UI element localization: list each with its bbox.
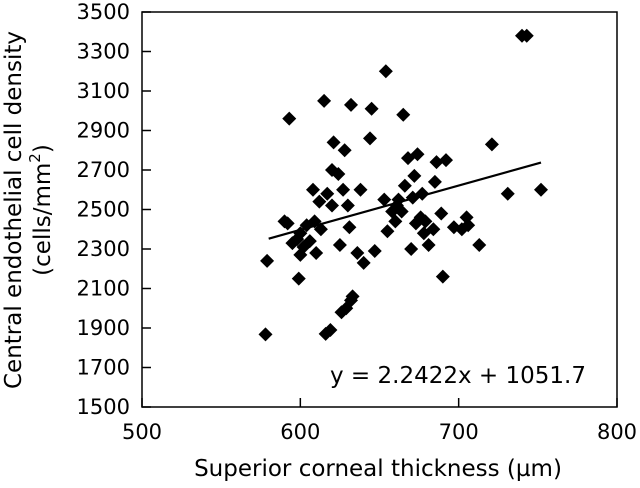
data-point	[397, 178, 412, 193]
data-point	[291, 271, 306, 286]
data-point	[356, 255, 371, 270]
data-point	[396, 107, 411, 122]
data-point	[306, 182, 320, 197]
y-tick-label: 1500	[77, 395, 130, 419]
data-point	[302, 234, 317, 249]
data-point	[312, 194, 327, 209]
data-point	[429, 155, 444, 170]
data-point	[410, 147, 425, 162]
data-point	[280, 216, 295, 231]
data-point	[434, 206, 449, 221]
data-point	[325, 198, 339, 213]
data-point	[421, 238, 436, 253]
y-tick-label: 2700	[77, 158, 130, 182]
y-axis-unit-suffix: )	[30, 144, 56, 153]
y-axis-unit-superscript: 2	[26, 153, 44, 163]
data-point	[309, 245, 324, 260]
data-point	[500, 186, 515, 201]
y-tick-label: 2300	[77, 237, 130, 261]
data-point	[317, 93, 332, 108]
data-point	[388, 214, 403, 229]
data-point	[367, 243, 382, 258]
data-point	[377, 192, 392, 207]
data-point	[378, 64, 393, 79]
data-point	[353, 182, 368, 197]
plot-area: 500 600 700 800 1500 1700 1900 2100 2300 2500 2700…	[77, 0, 638, 444]
x-tick-label: 600	[280, 420, 320, 444]
data-point	[340, 198, 355, 213]
data-point	[534, 182, 548, 197]
data-point	[344, 97, 358, 112]
data-point	[323, 322, 338, 337]
data-point	[350, 245, 365, 260]
x-tick-label: 700	[439, 420, 479, 444]
y-axis-unit-prefix: (cells/mm	[30, 163, 56, 276]
data-point	[364, 101, 379, 116]
y-tick-label: 2900	[77, 119, 130, 143]
data-point	[326, 135, 341, 150]
data-point	[418, 214, 433, 229]
data-point	[407, 168, 422, 183]
data-point	[336, 182, 351, 197]
data-point	[472, 238, 487, 253]
y-tick-label: 3300	[77, 40, 130, 64]
y-tick-label: 1900	[77, 316, 130, 340]
data-point	[426, 222, 441, 237]
y-axis-title-line1: Central endothelial cell density	[1, 31, 27, 389]
data-point	[404, 242, 419, 256]
data-points	[258, 28, 548, 342]
data-point	[342, 220, 357, 235]
data-point	[439, 153, 453, 168]
data-point	[260, 253, 275, 268]
data-point	[394, 204, 409, 219]
data-point	[332, 238, 347, 253]
x-tick-label: 800	[597, 420, 637, 444]
x-axis-title: Superior corneal thickness (µm)	[194, 456, 562, 482]
data-point	[258, 327, 273, 342]
data-point	[331, 166, 346, 181]
data-point	[345, 289, 360, 304]
x-tick-label: 500	[122, 420, 162, 444]
data-point	[363, 131, 377, 146]
data-point	[484, 137, 499, 152]
y-axis-title-line2: (cells/mm2)	[26, 144, 56, 276]
data-point	[435, 269, 450, 284]
data-point	[427, 174, 442, 189]
regression-equation: y = 2.2422x + 1051.7	[330, 363, 586, 389]
data-point	[461, 218, 476, 233]
y-tick-label: 1700	[77, 356, 130, 380]
y-tick-label: 3500	[77, 0, 130, 24]
data-point	[320, 186, 335, 201]
y-tick-label: 3100	[77, 79, 130, 103]
data-point	[519, 28, 534, 43]
data-point	[380, 224, 395, 239]
regression-line	[268, 161, 542, 240]
data-point	[282, 111, 297, 126]
data-point	[337, 143, 352, 158]
y-tick-label: 2500	[77, 198, 130, 222]
y-tick-label: 2100	[77, 277, 130, 301]
